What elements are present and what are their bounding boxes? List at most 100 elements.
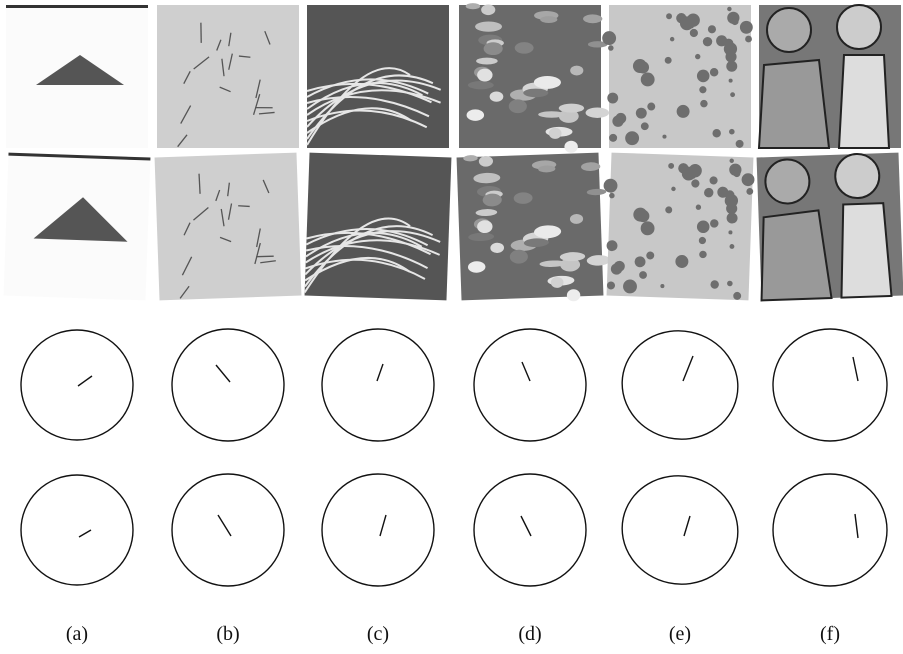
image-panel [4, 153, 151, 301]
orientation-circle [612, 320, 748, 450]
pattern-dot [608, 45, 614, 51]
image-panel [307, 5, 449, 148]
orientation-circle [474, 329, 586, 441]
robe [758, 210, 831, 300]
pattern-dot [677, 105, 690, 118]
image-panel [459, 3, 609, 153]
pattern-dot [690, 29, 698, 37]
image-panel [456, 150, 611, 305]
halo [837, 5, 881, 49]
pattern-dot [670, 37, 674, 41]
figure: (a)(b)(c)(d)(e)(f) [0, 0, 903, 654]
orientation-circle [21, 475, 133, 585]
pattern-dot [612, 116, 623, 127]
orientation-line [79, 530, 91, 537]
halo [767, 8, 811, 52]
image-background [307, 5, 449, 148]
panel-label: (d) [518, 623, 541, 645]
robe [838, 203, 891, 298]
pattern-dot [731, 18, 738, 25]
orientation-line [522, 362, 530, 381]
image-panel [155, 153, 302, 301]
pattern-dot [724, 42, 737, 55]
pattern-dot [727, 7, 731, 11]
page: (a)(b)(c)(d)(e)(f) (() => { const data =… [0, 0, 903, 654]
robe [759, 60, 829, 148]
orientation-circle [773, 474, 887, 586]
leaf [540, 16, 557, 23]
leaf [515, 42, 534, 54]
image-background [607, 153, 754, 301]
orientation-line [216, 365, 230, 382]
pattern-dot [695, 54, 700, 59]
orientation-circle [773, 329, 887, 441]
leaf [534, 76, 561, 89]
image-panel [157, 5, 299, 148]
leaf [570, 66, 583, 76]
leaf [481, 4, 495, 15]
leaf [476, 58, 498, 65]
orientation-circle [322, 474, 434, 586]
pattern-dot [745, 36, 752, 43]
pattern-dot [726, 61, 737, 72]
pattern-dot [729, 129, 735, 135]
pattern-dot [680, 16, 694, 30]
leaf [509, 99, 527, 113]
pattern-dot [662, 135, 666, 139]
leaf [477, 69, 492, 82]
pattern-dot [641, 73, 655, 87]
leaf [484, 42, 503, 55]
leaf [586, 107, 609, 117]
pattern-dot [740, 21, 753, 34]
pattern-dot [665, 57, 672, 64]
pattern-dot [636, 108, 647, 119]
image-panel [600, 152, 755, 300]
leaf [466, 3, 480, 9]
leaf [564, 141, 577, 153]
pattern-dot [641, 122, 649, 130]
leaf [538, 111, 565, 117]
pattern-dot [697, 70, 710, 83]
pattern-dot [637, 61, 649, 73]
orientation-circle [172, 329, 284, 441]
image-panel [757, 153, 903, 301]
panel-label: (c) [367, 623, 389, 645]
pattern-dot [666, 13, 672, 19]
orientation-line [683, 356, 693, 381]
orientation-circle [612, 465, 748, 595]
leaf [549, 128, 562, 139]
pattern-dot [730, 92, 735, 97]
panel-label: (b) [216, 623, 239, 645]
image-panel [602, 5, 753, 148]
pattern-dot [699, 86, 706, 93]
pattern-dot [700, 100, 707, 107]
panel-label: (a) [66, 623, 88, 645]
image-edge [6, 5, 148, 8]
leaf [468, 81, 494, 89]
pattern-dot [602, 31, 616, 45]
orientation-line [78, 376, 92, 386]
halo [835, 153, 881, 199]
image-background [609, 5, 751, 148]
pattern-dot [703, 37, 712, 46]
pattern-dot [607, 93, 618, 104]
pattern-dot [736, 140, 744, 148]
orientation-circle [21, 330, 133, 440]
image-panel [305, 153, 452, 301]
pattern-dot [625, 131, 639, 145]
pattern-dot [647, 103, 655, 111]
orientation-line [218, 515, 231, 536]
halo [765, 159, 811, 205]
leaf [559, 104, 584, 113]
panel-label: (e) [669, 623, 691, 645]
image-panel [6, 5, 148, 148]
stick [256, 256, 273, 257]
image-background [305, 153, 452, 301]
pattern-dot [729, 79, 733, 83]
orientation-line [853, 357, 858, 381]
image-background [155, 153, 302, 301]
pattern-dot [609, 134, 617, 142]
orientation-line [855, 514, 858, 538]
leaf [490, 92, 504, 102]
leaf [475, 21, 502, 31]
